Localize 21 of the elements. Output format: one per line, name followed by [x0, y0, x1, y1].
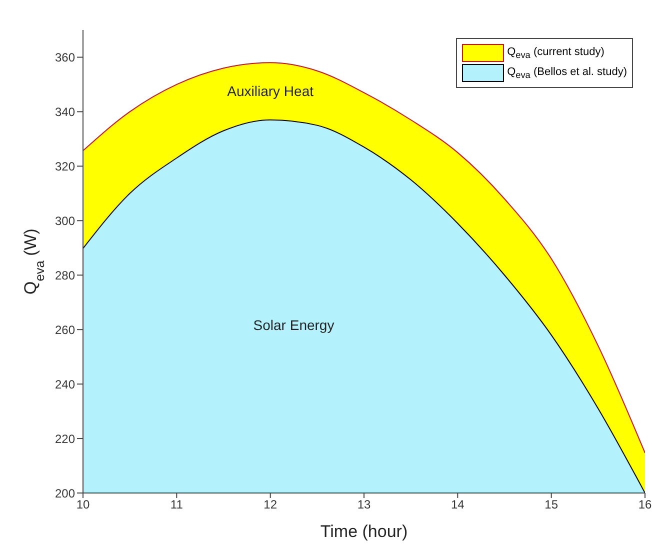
y-tick-label: 260: [54, 322, 76, 337]
legend-label: Q$_{eva}$ (Bellos et al. study): [507, 66, 627, 80]
y-tick-label: 220: [54, 432, 76, 446]
x-tick-label: 10: [76, 498, 90, 512]
x-tick-label: 15: [544, 498, 558, 512]
annotation: Auxiliary Heat: [227, 83, 314, 100]
y-tick-label: 320: [54, 159, 76, 174]
legend-label: Q$_{eva}$ (current study): [507, 46, 604, 60]
x-axis-title: Time (hour): [320, 522, 408, 541]
x-tick-label: 16: [638, 498, 652, 512]
y-tick-label: 340: [54, 104, 76, 119]
annotation: Solar Energy: [253, 317, 334, 334]
x-tick-label: 13: [357, 498, 371, 512]
y-tick-label: 280: [54, 268, 76, 282]
y-tick-label: 240: [54, 377, 76, 392]
x-tick-label: 12: [264, 498, 278, 512]
y-tick-label: 360: [54, 50, 76, 64]
x-tick-label: 11: [170, 498, 184, 512]
y-tick-label: 300: [54, 214, 76, 228]
x-tick-label: 14: [450, 498, 465, 512]
y-tick-label: 200: [54, 486, 76, 500]
